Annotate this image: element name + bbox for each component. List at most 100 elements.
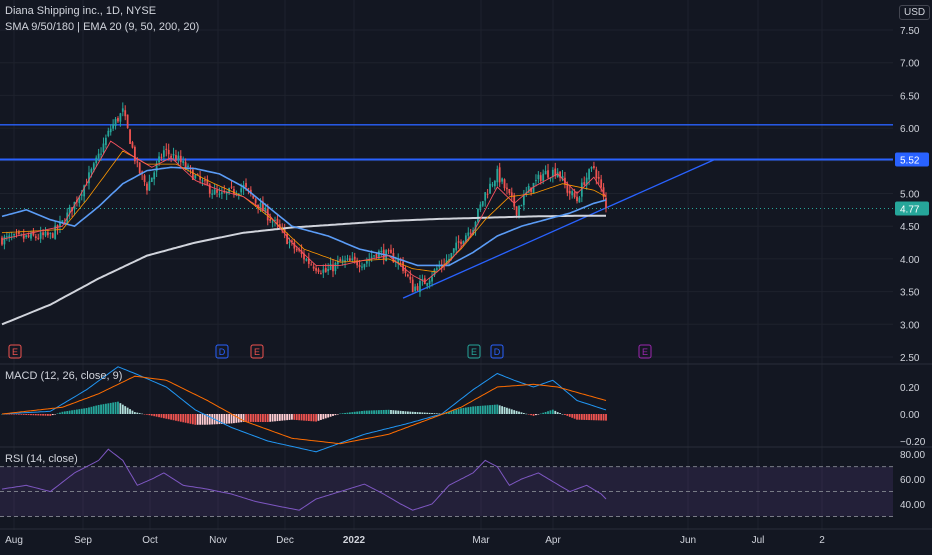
macd-histogram-bar <box>450 410 453 414</box>
candle-body <box>179 155 182 163</box>
macd-histogram-bar <box>467 407 470 414</box>
candle-body <box>409 276 412 280</box>
macd-histogram-bar <box>329 414 332 417</box>
candle-body <box>146 183 148 191</box>
macd-histogram-bar <box>556 412 559 414</box>
price-tick-label: 4.00 <box>900 255 920 266</box>
macd-histogram-bar <box>344 412 346 414</box>
macd-histogram-bar <box>133 412 136 414</box>
candle-body <box>390 249 392 254</box>
candle-body <box>535 180 537 182</box>
macd-histogram-bar <box>184 414 187 423</box>
time-tick-label: Sep <box>74 535 92 546</box>
macd-histogram-bar <box>44 414 47 416</box>
candle-body <box>170 155 173 157</box>
macd-histogram-bar <box>88 407 90 414</box>
macd-histogram-bar <box>191 414 194 425</box>
price-axis-bg <box>893 0 932 550</box>
candle-body <box>576 196 578 202</box>
candle-body <box>44 231 47 236</box>
macd-histogram-bar <box>37 414 40 416</box>
macd-histogram-bar <box>286 414 288 421</box>
macd-histogram-bar <box>90 406 93 414</box>
macd-histogram-bar <box>358 411 361 414</box>
macd-histogram-bar <box>143 414 146 415</box>
macd-histogram-bar <box>1 414 3 415</box>
candle-body <box>515 206 518 215</box>
candle-body <box>508 188 511 194</box>
candle-body <box>199 176 202 180</box>
candle-body <box>5 236 8 238</box>
macd-histogram-bar <box>92 406 95 414</box>
candle-body <box>489 183 491 194</box>
candle-body <box>573 192 576 198</box>
macd-histogram-bar <box>394 410 397 414</box>
macd-histogram-bar <box>228 414 231 424</box>
macd-histogram-bar <box>199 414 202 425</box>
macd-histogram-bar <box>42 414 44 416</box>
candle-body <box>288 241 291 243</box>
macd-histogram-bar <box>336 414 339 415</box>
macd-histogram-bar <box>477 406 479 414</box>
candle-body <box>121 108 124 112</box>
candle-body <box>155 163 158 172</box>
macd-histogram-bar <box>493 404 496 414</box>
candle-body <box>213 189 216 195</box>
macd-histogram-bar <box>59 412 61 414</box>
macd-histogram-bar <box>179 414 182 422</box>
macd-histogram-bar <box>126 407 129 414</box>
macd-histogram-bar <box>61 411 64 414</box>
macd-histogram-bar <box>503 406 506 414</box>
candle-body <box>464 235 467 242</box>
candle-body <box>556 172 559 178</box>
candle-body <box>32 231 35 236</box>
candle-body <box>605 198 607 208</box>
candle-body <box>317 269 320 272</box>
macd-histogram-bar <box>327 414 330 418</box>
macd-histogram-bar <box>409 411 412 414</box>
candle-body <box>124 110 127 117</box>
candle-body <box>561 175 564 180</box>
candle-body <box>426 283 429 286</box>
macd-histogram-bar <box>520 412 523 414</box>
macd-histogram-bar <box>438 413 441 415</box>
macd-histogram-bar <box>85 408 88 414</box>
candle-body <box>411 279 414 293</box>
candle-body <box>167 149 170 155</box>
macd-histogram-bar <box>380 410 383 414</box>
candle-body <box>117 118 119 122</box>
macd-histogram-bar <box>387 409 390 414</box>
macd-histogram-bar <box>262 414 264 423</box>
macd-histogram-bar <box>455 409 458 414</box>
candle-body <box>375 253 378 258</box>
macd-histogram-bar <box>501 406 504 414</box>
macd-histogram-bar <box>542 412 545 414</box>
candle-body <box>204 180 206 182</box>
macd-histogram-bar <box>315 414 317 422</box>
macd-histogram-bar <box>30 414 32 416</box>
macd-histogram-bar <box>146 414 148 415</box>
candle-body <box>25 235 28 238</box>
macd-histogram-bar <box>196 414 199 425</box>
candle-body <box>373 255 375 257</box>
candle-body <box>30 233 32 239</box>
macd-histogram-bar <box>518 411 520 414</box>
currency-button[interactable]: USD <box>899 5 931 20</box>
macd-histogram-bar <box>162 414 165 419</box>
candle-body <box>148 181 151 191</box>
macd-histogram-bar <box>580 414 583 420</box>
candle-body <box>162 150 165 157</box>
macd-histogram-bar <box>402 411 404 414</box>
macd-histogram-bar <box>160 414 163 418</box>
indicator-legend: SMA 9/50/180 | EMA 20 (9, 50, 200, 20) <box>5 21 200 33</box>
candle-body <box>49 232 52 234</box>
candle-body <box>307 258 310 264</box>
macd-histogram-bar <box>124 406 127 414</box>
macd-histogram-bar <box>423 412 426 414</box>
macd-histogram-bar <box>104 403 107 414</box>
macd-histogram-bar <box>264 414 267 423</box>
candle-body <box>245 183 247 187</box>
macd-histogram-bar <box>597 414 600 421</box>
